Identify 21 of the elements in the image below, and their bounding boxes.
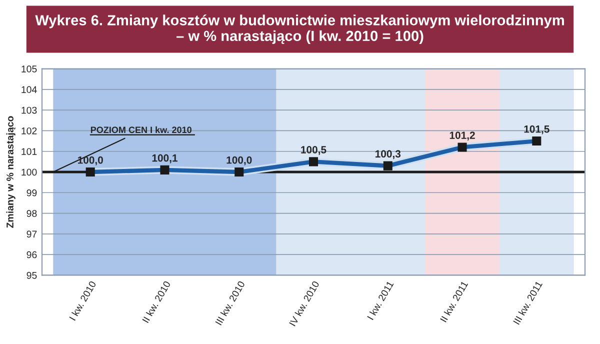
y-tick-label: 105 (22, 66, 37, 72)
chart-title: Wykres 6. Zmiany kosztów w budownictwie mieszkaniowym wielorodzinnym – w % narastająco (I kw. 2010 = 100) (35, 14, 564, 44)
y-tick-label: 95 (26, 272, 37, 279)
y-axis-title: Zmiany w % narastająco (6, 116, 16, 228)
y-tick-label: 101 (22, 148, 37, 155)
y-tick-label: 99 (26, 189, 37, 196)
data-label: 100,3 (376, 150, 401, 160)
y-tick-label: 100 (22, 168, 37, 176)
data-label: 100,5 (301, 146, 326, 155)
ref-line-label: POZIOM CEN I kw. 2010 (90, 126, 192, 134)
y-tick-label: 97 (26, 230, 37, 238)
y-tick-label: 96 (26, 251, 37, 258)
y-tick-label: 104 (22, 86, 37, 94)
data-label: 100,1 (152, 154, 178, 164)
data-label: 100,0 (78, 156, 103, 166)
y-tick-label: 103 (22, 106, 37, 114)
data-label: 101,5 (524, 125, 550, 134)
y-tick-label: 98 (26, 210, 37, 217)
data-label: 101,2 (450, 132, 475, 140)
data-label: 100,0 (226, 156, 252, 166)
y-tick-label: 102 (22, 127, 37, 134)
